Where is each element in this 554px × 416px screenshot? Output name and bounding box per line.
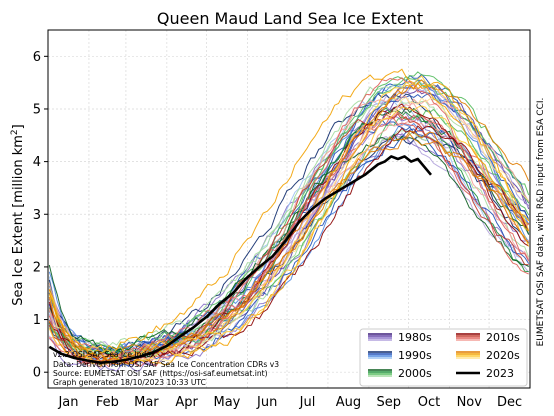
- y-tick-label: 6: [33, 50, 41, 65]
- y-axis-label: Sea Ice Extent [million km2]: [10, 124, 26, 305]
- legend-label: 1980s: [398, 331, 432, 344]
- legend-box: [359, 328, 528, 387]
- y-tick-label: 0: [33, 366, 41, 381]
- legend-item: 2020s: [456, 349, 520, 362]
- legend-label: 2023: [486, 367, 514, 380]
- legend-label: 2020s: [486, 349, 520, 362]
- y-tick-label: 5: [33, 102, 41, 117]
- x-tick-label: Jul: [299, 395, 316, 410]
- info-line: Graph generated 18/10/2023 10:33 UTC: [53, 378, 206, 387]
- legend-label: 2010s: [486, 331, 520, 344]
- x-tick-label: Apr: [175, 395, 198, 410]
- x-ticks: Jan Feb Mar Apr May Jun Jul Aug Sep Oct Nov Dec: [57, 395, 522, 410]
- y-axis-label-text: Sea Ice Extent [million km: [11, 135, 26, 306]
- x-tick-label: May: [213, 395, 240, 410]
- series-line: [48, 75, 530, 360]
- x-tick-label: Jun: [256, 395, 277, 410]
- series-line: [48, 93, 530, 353]
- plot-frame: [47, 29, 531, 389]
- series-line: [48, 75, 530, 357]
- x-tick-label: Oct: [418, 395, 440, 410]
- series-line: [48, 68, 530, 355]
- y-ticks: 0 1 2 3 4 5 6: [33, 50, 48, 381]
- legend: 1980s 2010s 1990s 2020s 2000s 2023: [359, 328, 528, 387]
- legend-item: 1980s: [368, 331, 432, 344]
- legend-label: 2000s: [398, 367, 432, 380]
- series-line-2023: [48, 155, 432, 365]
- x-tick-label: Feb: [96, 395, 119, 410]
- y-tick-label: 3: [33, 208, 41, 223]
- legend-item: 2023: [456, 367, 514, 380]
- series-line: [48, 105, 530, 365]
- series-line: [48, 118, 529, 365]
- side-note-text: EUMETSAT OSI SAF data, with R&D input fr…: [536, 98, 546, 347]
- y-tick-label: 1: [33, 313, 41, 328]
- series-line: [48, 82, 530, 358]
- series-line: [48, 77, 530, 368]
- side-note: EUMETSAT OSI SAF data, with R&D input fr…: [536, 98, 546, 347]
- series-line: [48, 79, 530, 367]
- x-tick-label: Aug: [336, 395, 361, 410]
- chart-title: Queen Maud Land Sea Ice Extent: [157, 9, 423, 28]
- series-line: [48, 133, 529, 353]
- x-tick-label: Nov: [457, 395, 483, 410]
- info-block: v2.2 OSI SAF Sea Ice Index Data: Derived…: [53, 350, 279, 387]
- svg-text:Sea Ice Extent [million km2]: Sea Ice Extent [million km2]: [10, 124, 26, 305]
- y-tick-label: 4: [33, 155, 41, 170]
- x-tick-label: Jan: [57, 395, 78, 410]
- info-line: Source: EUMETSAT OSI SAF (https://osi-sa…: [53, 369, 268, 378]
- y-axis-label-close: ]: [11, 124, 26, 129]
- legend-item: 2000s: [368, 367, 432, 380]
- y-axis-label-superscript: 2: [10, 129, 20, 135]
- axes: [47, 29, 531, 389]
- series-line: [48, 113, 529, 365]
- legend-item: 1990s: [368, 349, 432, 362]
- y-tick-label: 2: [33, 260, 41, 275]
- x-tick-label: Sep: [376, 395, 401, 410]
- info-line: Data: Derived from OSI SAF Sea Ice Conce…: [53, 360, 279, 369]
- legend-label: 1990s: [398, 349, 432, 362]
- legend-item: 2010s: [456, 331, 520, 344]
- x-tick-label: Dec: [497, 395, 522, 410]
- series-layer: [48, 68, 530, 372]
- series-line: [49, 96, 530, 351]
- info-line: v2.2 OSI SAF Sea Ice Index: [53, 350, 156, 359]
- x-tick-label: Mar: [134, 395, 159, 410]
